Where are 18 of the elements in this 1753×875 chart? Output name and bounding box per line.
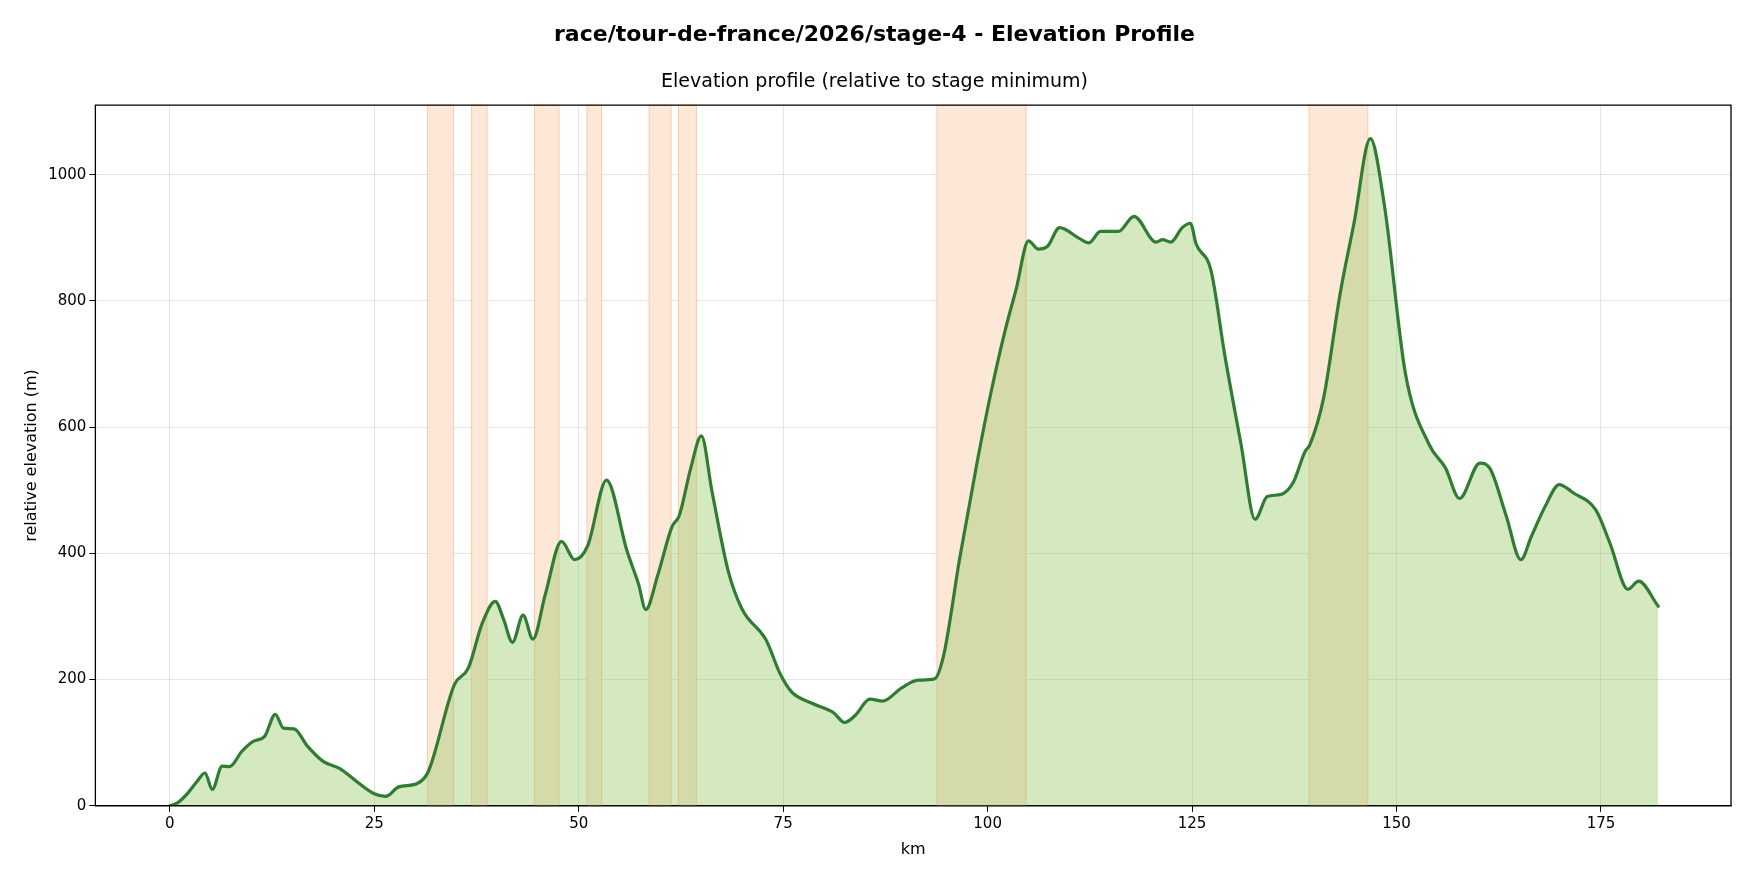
y-tick-label: 0: [76, 795, 87, 814]
x-tick-label: 175: [1586, 813, 1616, 832]
y-tick-label: 1000: [48, 164, 87, 183]
x-tick-label: 0: [165, 813, 175, 832]
y-tick-label: 600: [57, 416, 87, 435]
y-axis-title: relative elevation (m): [20, 369, 40, 542]
x-tick-label: 50: [569, 813, 589, 832]
y-tick-label: 400: [57, 543, 87, 562]
x-tick-label: 150: [1382, 813, 1411, 832]
x-axis-title: km: [900, 838, 926, 858]
x-tick-label: 125: [1177, 813, 1207, 832]
y-tick-label: 200: [57, 669, 87, 688]
x-tick-label: 100: [973, 813, 1002, 832]
x-tick-label: 75: [773, 813, 793, 832]
x-tick-label: 25: [364, 813, 384, 832]
chart-title: race/tour-de-france/2026/stage-4 - Elevation Profile: [554, 20, 1195, 46]
chart-subtitle: Elevation profile (relative to stage minimum): [661, 68, 1088, 91]
y-tick-label: 800: [57, 290, 87, 309]
